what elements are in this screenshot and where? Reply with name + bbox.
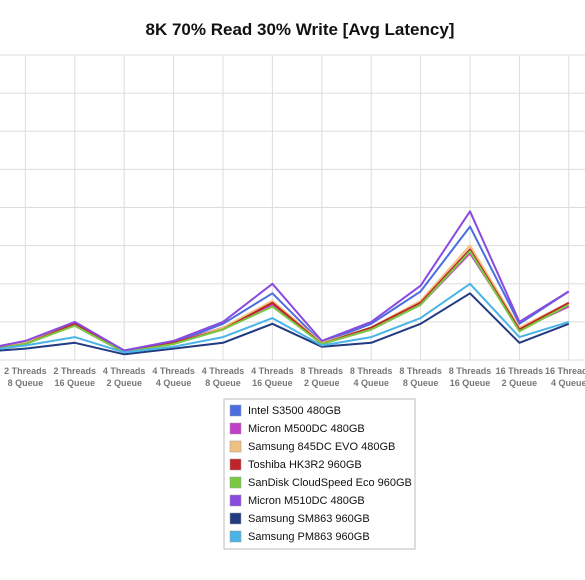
legend-label: Micron M500DC 480GB <box>248 423 365 435</box>
legend-swatch <box>229 440 242 453</box>
legend-label: SanDisk CloudSpeed Eco 960GB <box>248 477 412 489</box>
series-line <box>0 248 570 354</box>
x-tick-label: 8 Threads 2 Queue <box>301 366 344 388</box>
x-tick-label: 2 Threads 8 Queue <box>4 366 47 388</box>
legend-label: Micron M510DC 480GB <box>248 495 365 507</box>
legend-swatch <box>229 494 242 507</box>
legend-label: Toshiba HK3R2 960GB <box>248 459 362 471</box>
legend-label: Intel S3500 480GB <box>248 405 341 417</box>
x-tick-label: 8 Threads 16 Queue <box>449 366 492 388</box>
x-tick-label: 4 Threads 2 Queue <box>103 366 146 388</box>
legend-label: Samsung PM863 960GB <box>248 531 370 543</box>
legend-swatch <box>229 422 242 435</box>
series-line <box>0 282 570 354</box>
legend-box <box>223 398 416 550</box>
x-tick-label: 2 Threads 16 Queue <box>54 366 97 388</box>
x-tick-label: 8 Threads 4 Queue <box>350 366 393 388</box>
legend: Intel S3500 480GB Micron M500DC 480GB Sams… <box>223 398 416 550</box>
chart-title: 8K 70% Read 30% Write [Avg Latency] <box>146 20 455 39</box>
legend-swatch <box>229 530 242 543</box>
legend-swatch <box>229 458 242 471</box>
series-line <box>0 210 570 352</box>
series-line <box>0 292 570 356</box>
x-tick-label: 4 Threads 8 Queue <box>202 366 245 388</box>
x-tick-label: 4 Threads 4 Queue <box>152 366 195 388</box>
legend-swatch <box>229 404 242 417</box>
x-tick-label: 8 Threads 8 Queue <box>399 366 442 388</box>
x-tick-label: 4 Threads 16 Queue <box>251 366 294 388</box>
series-lines <box>0 210 570 356</box>
legend-label: Samsung 845DC EVO 480GB <box>248 441 395 453</box>
legend-label: Samsung SM863 960GB <box>248 513 370 525</box>
series-line <box>0 250 570 354</box>
grid-lines <box>0 54 585 361</box>
legend-swatch <box>229 512 242 525</box>
x-tick-label: 16 Threads 2 Queue <box>496 366 544 388</box>
legend-swatch <box>229 476 242 489</box>
